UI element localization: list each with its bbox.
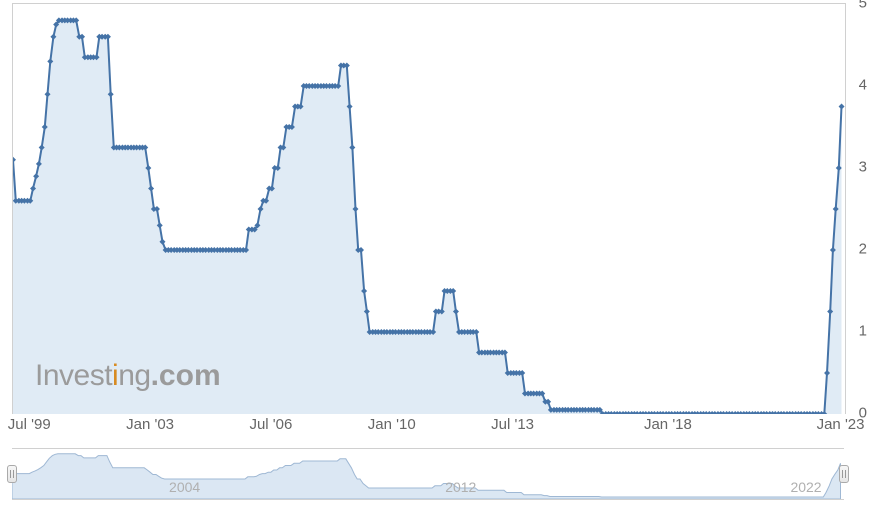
chart-container: Investing.com 012345 Jul '99Jan '03Jul '… — [0, 0, 873, 513]
navigator-svg — [12, 449, 844, 499]
x-tick-label: Jan '18 — [644, 416, 692, 433]
x-tick-label: Jul '99 — [8, 416, 51, 433]
navigator-chart[interactable]: 2004 2012 2022 — [12, 448, 844, 500]
navigator-year-label: 2004 — [169, 479, 200, 495]
navigator-year-label: 2012 — [445, 479, 476, 495]
y-axis: 012345 — [845, 3, 867, 413]
navigator-handle-left[interactable] — [7, 465, 17, 483]
navigator-handle-right[interactable] — [839, 465, 849, 483]
x-tick-label: Jul '13 — [491, 416, 534, 433]
y-tick-label: 1 — [859, 323, 867, 340]
y-tick-label: 2 — [859, 241, 867, 258]
x-tick-label: Jul '06 — [249, 416, 292, 433]
chart-svg — [13, 4, 845, 414]
y-tick-label: 3 — [859, 159, 867, 176]
y-tick-label: 4 — [859, 77, 867, 94]
y-tick-label: 5 — [859, 0, 867, 12]
main-chart-area[interactable]: Investing.com — [12, 3, 846, 414]
x-tick-label: Jan '10 — [368, 416, 416, 433]
navigator-year-label: 2022 — [790, 479, 821, 495]
x-tick-label: Jan '23 — [817, 416, 865, 433]
x-tick-label: Jan '03 — [126, 416, 174, 433]
x-axis: Jul '99Jan '03Jul '06Jan '10Jul '13Jan '… — [12, 416, 844, 438]
